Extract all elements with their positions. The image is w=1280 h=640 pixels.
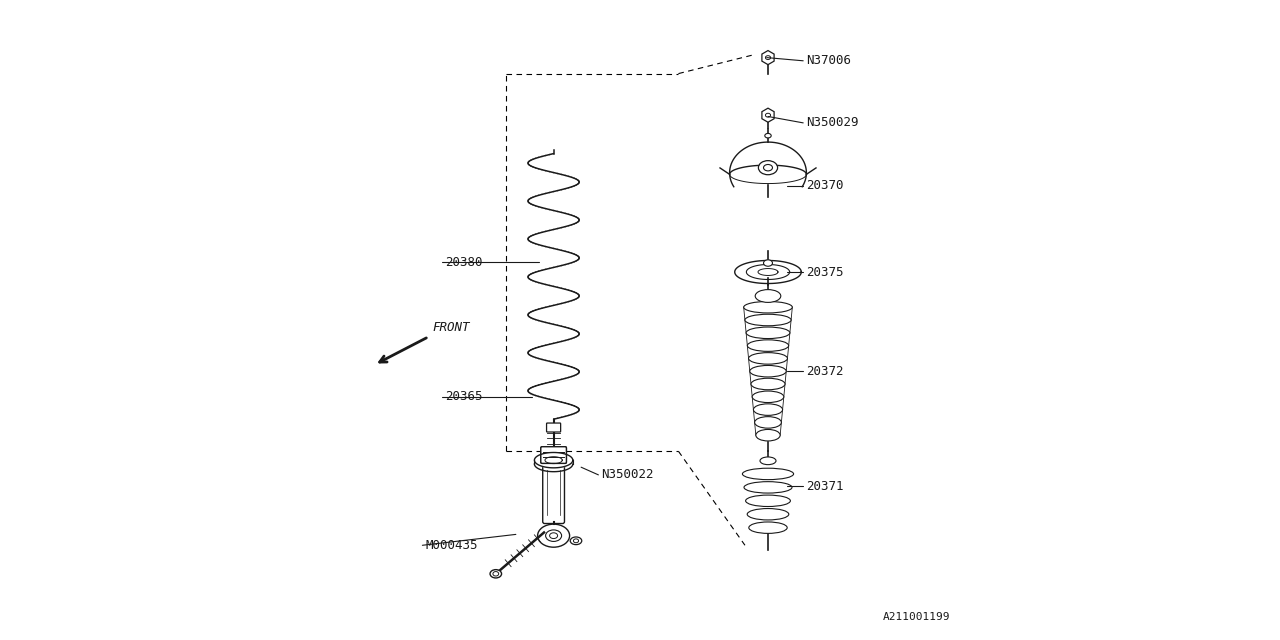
Ellipse shape bbox=[748, 340, 788, 351]
FancyBboxPatch shape bbox=[540, 447, 566, 463]
Ellipse shape bbox=[765, 134, 771, 138]
Polygon shape bbox=[762, 51, 774, 65]
Ellipse shape bbox=[742, 468, 794, 479]
Ellipse shape bbox=[760, 457, 776, 465]
Ellipse shape bbox=[545, 530, 562, 541]
Text: N37006: N37006 bbox=[806, 54, 851, 67]
Text: 20380: 20380 bbox=[445, 256, 483, 269]
Ellipse shape bbox=[490, 570, 502, 578]
Ellipse shape bbox=[538, 524, 570, 547]
Text: A211001199: A211001199 bbox=[883, 612, 950, 622]
Ellipse shape bbox=[749, 522, 787, 533]
Text: 20372: 20372 bbox=[806, 365, 844, 378]
Text: 20375: 20375 bbox=[806, 266, 844, 278]
Ellipse shape bbox=[744, 482, 792, 493]
FancyBboxPatch shape bbox=[540, 447, 566, 463]
Ellipse shape bbox=[748, 509, 788, 520]
FancyBboxPatch shape bbox=[547, 423, 561, 432]
Ellipse shape bbox=[549, 532, 558, 539]
Ellipse shape bbox=[573, 539, 579, 543]
Ellipse shape bbox=[754, 404, 782, 415]
Polygon shape bbox=[535, 452, 573, 468]
Text: 20365: 20365 bbox=[445, 390, 483, 403]
Text: M000435: M000435 bbox=[425, 539, 479, 552]
Ellipse shape bbox=[493, 572, 499, 576]
Ellipse shape bbox=[745, 495, 791, 506]
Polygon shape bbox=[735, 260, 801, 284]
Ellipse shape bbox=[744, 301, 792, 313]
Ellipse shape bbox=[745, 314, 791, 326]
Ellipse shape bbox=[746, 327, 790, 339]
Ellipse shape bbox=[755, 290, 781, 303]
Text: N350029: N350029 bbox=[806, 116, 859, 129]
Polygon shape bbox=[762, 108, 774, 122]
Ellipse shape bbox=[765, 113, 771, 117]
Ellipse shape bbox=[749, 353, 787, 364]
Ellipse shape bbox=[763, 260, 773, 266]
Ellipse shape bbox=[753, 391, 783, 403]
Ellipse shape bbox=[571, 537, 581, 545]
Text: 20371: 20371 bbox=[806, 480, 844, 493]
FancyBboxPatch shape bbox=[543, 461, 564, 524]
Ellipse shape bbox=[765, 56, 771, 60]
Text: 20370: 20370 bbox=[806, 179, 844, 192]
Ellipse shape bbox=[758, 161, 778, 175]
Ellipse shape bbox=[750, 365, 786, 377]
Ellipse shape bbox=[751, 378, 785, 390]
Text: FRONT: FRONT bbox=[433, 321, 470, 334]
Ellipse shape bbox=[755, 429, 781, 441]
Text: N350022: N350022 bbox=[602, 468, 654, 481]
Ellipse shape bbox=[755, 417, 781, 428]
Ellipse shape bbox=[763, 164, 773, 171]
